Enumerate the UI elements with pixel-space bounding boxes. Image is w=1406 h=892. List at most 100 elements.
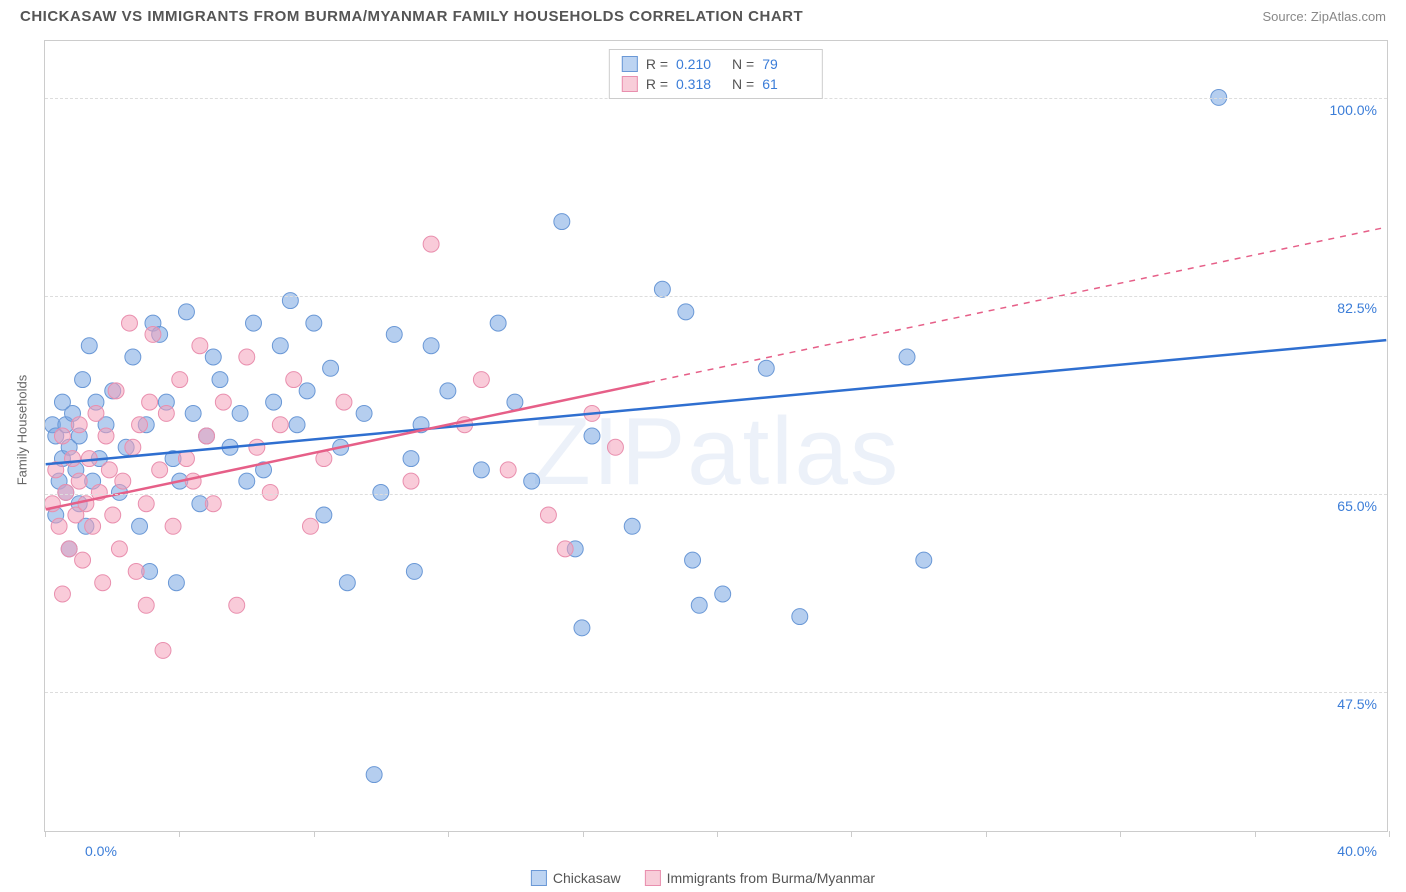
scatter-point	[122, 315, 138, 331]
scatter-point	[792, 609, 808, 625]
legend-label-1: Chickasaw	[553, 870, 621, 886]
y-tick-label: 65.0%	[1337, 498, 1377, 514]
scatter-plot-svg	[45, 41, 1387, 831]
scatter-point	[168, 575, 184, 591]
x-axis-label-left: 0.0%	[85, 843, 117, 859]
scatter-point	[71, 417, 87, 433]
scatter-point	[65, 451, 81, 467]
scatter-point	[212, 372, 228, 388]
y-tick-label: 47.5%	[1337, 696, 1377, 712]
scatter-point	[574, 620, 590, 636]
scatter-point	[138, 496, 154, 512]
chart-plot-area: ZIPatlas R = 0.210 N = 79 R = 0.318 N = …	[44, 40, 1388, 832]
y-tick-label: 100.0%	[1330, 102, 1377, 118]
scatter-point	[98, 428, 114, 444]
stat-n-label: N =	[732, 76, 754, 92]
scatter-point	[172, 372, 188, 388]
x-tick	[1255, 831, 1256, 837]
scatter-point	[232, 405, 248, 421]
y-axis-label: Family Households	[15, 375, 30, 486]
legend-stats-row-2: R = 0.318 N = 61	[622, 74, 810, 94]
legend-swatch-2	[622, 76, 638, 92]
scatter-point	[239, 473, 255, 489]
x-tick	[314, 831, 315, 837]
x-tick	[448, 831, 449, 837]
legend-swatch-1	[622, 56, 638, 72]
gridline	[45, 692, 1387, 693]
gridline	[45, 494, 1387, 495]
scatter-point	[507, 394, 523, 410]
legend-bottom: Chickasaw Immigrants from Burma/Myanmar	[531, 870, 875, 886]
scatter-point	[554, 214, 570, 230]
x-tick	[1120, 831, 1121, 837]
scatter-point	[205, 349, 221, 365]
scatter-point	[178, 304, 194, 320]
scatter-point	[81, 338, 97, 354]
scatter-point	[678, 304, 694, 320]
x-tick	[45, 831, 46, 837]
scatter-point	[584, 428, 600, 444]
stat-r-label: R =	[646, 56, 668, 72]
scatter-point	[155, 642, 171, 658]
scatter-point	[178, 451, 194, 467]
scatter-point	[128, 563, 144, 579]
scatter-point	[758, 360, 774, 376]
x-tick	[179, 831, 180, 837]
scatter-point	[249, 439, 265, 455]
scatter-point	[403, 473, 419, 489]
scatter-point	[406, 563, 422, 579]
gridline	[45, 296, 1387, 297]
stat-n-label: N =	[732, 56, 754, 72]
x-tick	[583, 831, 584, 837]
scatter-point	[71, 473, 87, 489]
legend-item-2: Immigrants from Burma/Myanmar	[645, 870, 875, 886]
x-tick	[851, 831, 852, 837]
scatter-point	[490, 315, 506, 331]
scatter-point	[95, 575, 111, 591]
scatter-point	[440, 383, 456, 399]
scatter-point	[262, 484, 278, 500]
scatter-point	[607, 439, 623, 455]
scatter-point	[272, 338, 288, 354]
scatter-point	[125, 439, 141, 455]
scatter-point	[199, 428, 215, 444]
scatter-point	[229, 597, 245, 613]
scatter-point	[366, 767, 382, 783]
scatter-point	[54, 428, 70, 444]
scatter-point	[386, 326, 402, 342]
scatter-point	[373, 484, 389, 500]
scatter-point	[246, 315, 262, 331]
scatter-point	[138, 597, 154, 613]
scatter-point	[339, 575, 355, 591]
scatter-point	[272, 417, 288, 433]
scatter-point	[125, 349, 141, 365]
legend-item-1: Chickasaw	[531, 870, 621, 886]
scatter-point	[152, 462, 168, 478]
scatter-point	[132, 518, 148, 534]
legend-stats-row-1: R = 0.210 N = 79	[622, 54, 810, 74]
x-tick	[1389, 831, 1390, 837]
scatter-point	[108, 383, 124, 399]
scatter-point	[75, 372, 91, 388]
scatter-point	[500, 462, 516, 478]
scatter-point	[205, 496, 221, 512]
scatter-point	[158, 405, 174, 421]
scatter-point	[88, 405, 104, 421]
scatter-point	[306, 315, 322, 331]
scatter-point	[473, 462, 489, 478]
scatter-point	[299, 383, 315, 399]
stat-n-value-2: 61	[762, 76, 810, 92]
scatter-point	[105, 507, 121, 523]
scatter-point	[185, 405, 201, 421]
x-tick	[986, 831, 987, 837]
legend-stats: R = 0.210 N = 79 R = 0.318 N = 61	[609, 49, 823, 99]
x-tick	[717, 831, 718, 837]
stat-r-label: R =	[646, 76, 668, 92]
scatter-point	[145, 326, 161, 342]
scatter-point	[101, 462, 117, 478]
scatter-point	[557, 541, 573, 557]
scatter-point	[356, 405, 372, 421]
scatter-point	[51, 518, 67, 534]
scatter-point	[473, 372, 489, 388]
scatter-point	[54, 586, 70, 602]
